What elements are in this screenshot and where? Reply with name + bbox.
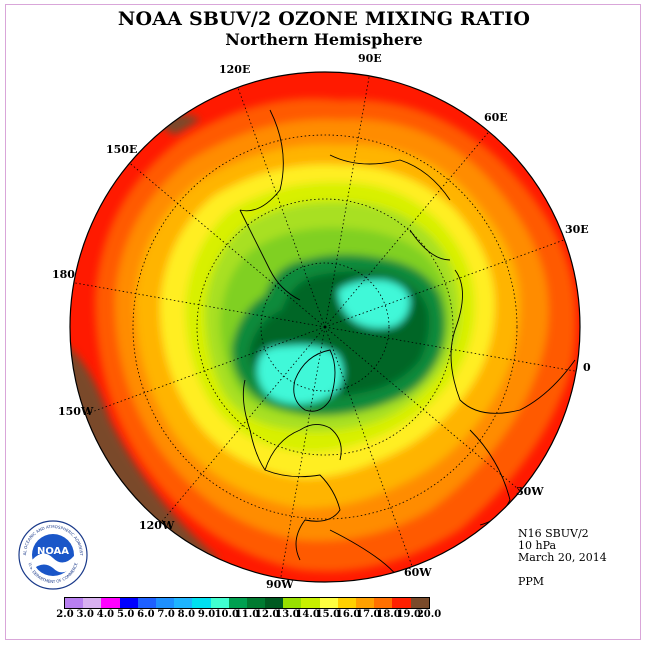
longitude-label-60e: 60E: [484, 111, 508, 124]
colorbar-swatch: [119, 598, 138, 608]
coastline-north-america: [242, 379, 342, 561]
colorbar-tick-label: 7.0: [157, 609, 175, 620]
longitude-label-120e: 120E: [219, 63, 251, 76]
colorbar-swatch: [101, 598, 120, 608]
longitude-label-180: 180: [52, 268, 75, 281]
colorbar-swatch: [83, 598, 102, 608]
coastline-south-america: [329, 529, 411, 582]
meridian-line: [324, 239, 565, 328]
longitude-label-0: 0: [583, 361, 591, 374]
noaa-logo: NATIONAL OCEANIC AND ATMOSPHERIC ADMINIS…: [18, 520, 88, 590]
longitude-label-90e: 90E: [358, 52, 382, 65]
colorbar-swatch: [392, 598, 411, 608]
latitude-circle-1: [260, 262, 390, 392]
meridian-line: [237, 87, 326, 328]
latitude-circle-2: [196, 198, 454, 456]
page-title: NOAA SBUV/2 OZONE MIXING RATIO: [117, 8, 531, 30]
ozone-contour-brown-ne: [400, 72, 580, 95]
ozone-contour-cyan-a: [257, 345, 343, 405]
noaa-logo-text: NOAA: [37, 546, 69, 557]
coastlines: [239, 109, 576, 582]
colorbar-swatch: [410, 598, 429, 608]
ozone-field: [70, 72, 580, 582]
colorbar-tick-label: 13.0: [275, 609, 300, 620]
units-label: PPM: [518, 575, 545, 588]
colorbar-tick-label: 15.0: [315, 609, 341, 620]
meridian-line: [160, 326, 326, 523]
longitude-label-150e: 150E: [106, 143, 138, 156]
map-boundary: [69, 71, 581, 583]
longitude-label-150w: 150W: [58, 405, 94, 418]
colorbar-swatch: [192, 598, 211, 608]
colorbar-tick-labels: 2.0 3.0 4.0 5.0 6.0 7.0 8.0 9.0 10.0 11.0 12.0 13.0…: [0, 609, 648, 623]
latitude-circle-3: [132, 134, 518, 520]
colorbar-swatch: [210, 598, 229, 608]
meridian-line: [280, 326, 326, 579]
colorbar-tick-label: 8.0: [177, 609, 196, 620]
page-subtitle: Northern Hemisphere: [225, 30, 423, 49]
instrument-label: N16 SBUV/2: [518, 527, 589, 540]
colorbar-swatch: [228, 598, 247, 608]
colorbar-tick-label: 20.0: [416, 609, 442, 620]
colorbar-tick-label: 10.0: [214, 609, 239, 620]
colorbar-tick-label: 4.0: [96, 609, 115, 620]
longitude-label-30e: 30E: [565, 223, 589, 236]
colorbar-tick-label: 17.0: [356, 609, 381, 620]
colorbar-tick-label: 5.0: [116, 609, 135, 620]
colorbar-swatch: [319, 598, 338, 608]
colorbar-swatch: [301, 598, 320, 608]
graticule: [73, 75, 577, 579]
colorbar-tick-label: 18.0: [376, 609, 401, 620]
date-label: March 20, 2014: [518, 551, 607, 564]
longitude-label-120w: 120W: [139, 519, 175, 532]
longitude-label-60w: 60W: [404, 566, 432, 579]
colorbar-tick-label: 3.0: [76, 609, 94, 620]
longitude-label-90w: 90W: [266, 578, 294, 591]
colorbar-tick-label: 19.0: [396, 609, 421, 620]
meridian-line: [129, 162, 326, 328]
colorbar-swatch: [374, 598, 393, 608]
meridian-line: [324, 326, 577, 372]
coastline-asia-east: [239, 109, 301, 301]
colorbar-swatch: [137, 598, 156, 608]
colorbar-swatch: [155, 598, 175, 608]
meridian-line: [85, 326, 326, 415]
longitude-label-30w: 30W: [516, 485, 544, 498]
meridian-line: [324, 131, 490, 328]
colorbar-tick-label: 2.0: [56, 609, 74, 620]
colorbar: [64, 597, 430, 609]
colorbar-swatch: [283, 598, 302, 608]
colorbar-tick-label: 14.0: [295, 609, 320, 620]
colorbar-tick-label: 6.0: [137, 609, 155, 620]
colorbar-swatch: [265, 598, 284, 608]
colorbar-swatch: [337, 598, 356, 608]
pressure-level-label: 10 hPa: [518, 539, 557, 552]
colorbar-swatch: [174, 598, 193, 608]
meridian-line: [324, 326, 521, 492]
colorbar-tick-label: 16.0: [335, 609, 361, 620]
meridian-line: [324, 75, 370, 328]
meridian-line: [324, 326, 413, 567]
colorbar-swatch: [356, 598, 375, 608]
coastline-greenland: [293, 349, 336, 412]
colorbar-swatch: [65, 598, 84, 608]
colorbar-tick-label: 12.0: [255, 609, 280, 620]
colorbar-tick-label: 9.0: [197, 609, 216, 620]
colorbar-tick-label: 11.0: [234, 609, 260, 620]
meridian-line: [73, 282, 326, 328]
colorbar-swatch: [246, 598, 266, 608]
